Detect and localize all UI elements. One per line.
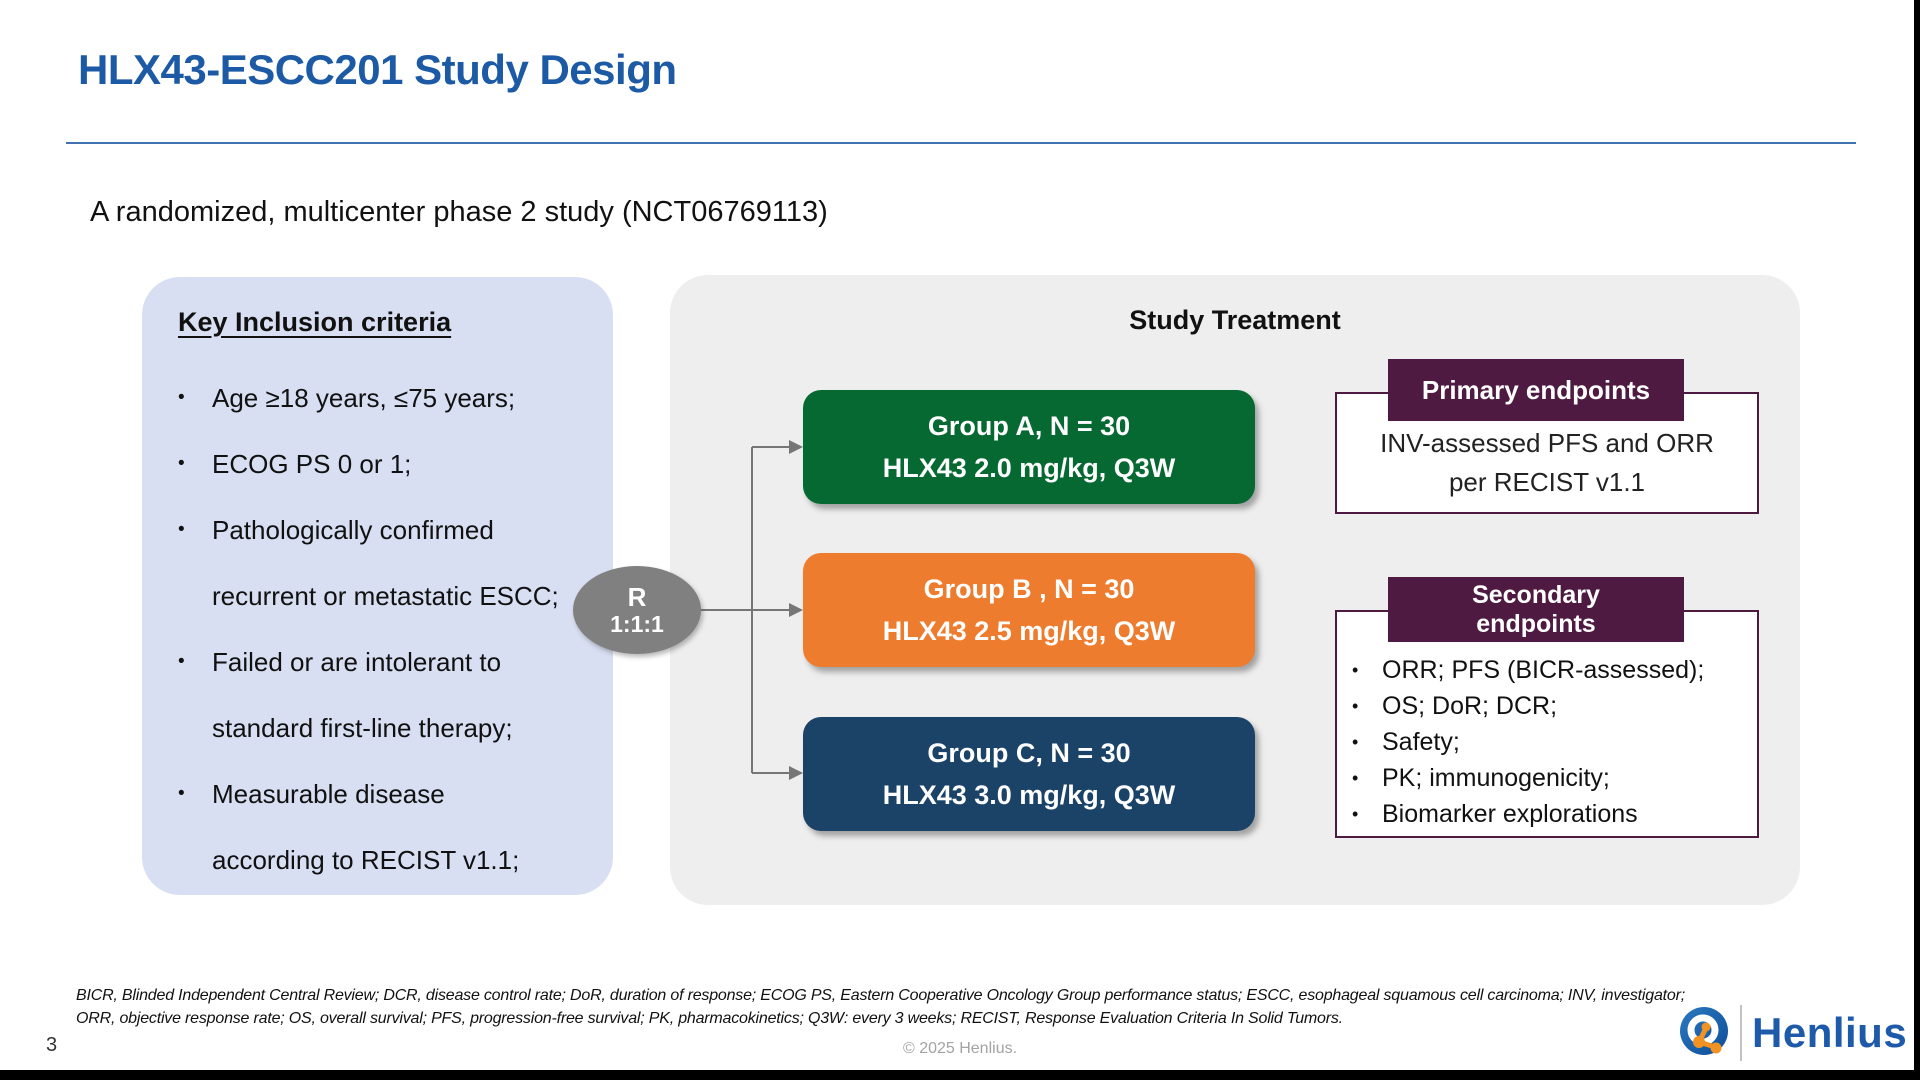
secondary-endpoint-text: PK; immunogenicity; bbox=[1382, 763, 1610, 792]
group-b-box: Group B , N = 30 HLX43 2.5 mg/kg, Q3W bbox=[803, 553, 1255, 667]
bullet-icon: • bbox=[1352, 767, 1359, 788]
group-a-title: Group A, N = 30 bbox=[927, 411, 1131, 441]
list-item-continuation: •recurrent or metastatic ESCC; bbox=[178, 563, 605, 629]
inclusion-text: ECOG PS 0 or 1; bbox=[212, 448, 412, 479]
bullet-icon: • bbox=[178, 783, 185, 804]
randomization-badge: R 1:1:1 bbox=[573, 566, 701, 654]
secondary-endpoints-header: Secondary endpoints bbox=[1388, 577, 1684, 642]
logo-divider bbox=[1740, 1005, 1742, 1061]
inclusion-text: standard first-line therapy; bbox=[212, 712, 513, 743]
footnote-line2: ORR, objective response rate; OS, overal… bbox=[76, 1010, 1343, 1027]
bullet-icon: • bbox=[178, 519, 185, 540]
group-a-dose: HLX43 2.0 mg/kg, Q3W bbox=[882, 453, 1176, 483]
window-edge-bottom bbox=[0, 1070, 1920, 1080]
inclusion-text: recurrent or metastatic ESCC; bbox=[212, 580, 559, 611]
randomization-ratio: 1:1:1 bbox=[610, 611, 664, 637]
key-inclusion-panel: Key Inclusion criteria • Age ≥18 years, ≤… bbox=[142, 277, 613, 895]
secondary-endpoint-text: Safety; bbox=[1382, 727, 1460, 756]
primary-endpoints-header: Primary endpoints bbox=[1388, 359, 1684, 421]
inclusion-heading: Key Inclusion criteria bbox=[178, 307, 452, 337]
list-item-continuation: •according to RECIST v1.1; bbox=[178, 827, 605, 893]
inclusion-text: Pathologically confirmed bbox=[212, 514, 494, 545]
list-item: • Age ≥18 years, ≤75 years; bbox=[178, 365, 605, 431]
secondary-endpoints-list: • ORR; PFS (BICR-assessed); • OS; DoR; DCR… bbox=[1352, 652, 1752, 832]
bullet-icon: • bbox=[1352, 695, 1359, 716]
group-b-title: Group B , N = 30 bbox=[923, 574, 1135, 604]
title-divider bbox=[66, 142, 1856, 144]
treatment-heading: Study Treatment bbox=[1129, 305, 1341, 335]
group-c-title: Group C, N = 30 bbox=[927, 738, 1131, 768]
list-item: • ORR; PFS (BICR-assessed); bbox=[1352, 652, 1752, 688]
primary-endpoints-line2: per RECIST v1.1 bbox=[1448, 467, 1646, 497]
list-item: • Pathologically confirmed bbox=[178, 497, 605, 563]
inclusion-text: Failed or are intolerant to bbox=[212, 646, 502, 677]
primary-endpoints-text: INV-assessed PFS and ORR per RECIST v1.1 bbox=[1335, 424, 1759, 502]
henlius-logo-icon bbox=[1680, 1007, 1728, 1055]
list-item: • PK; immunogenicity; bbox=[1352, 760, 1752, 796]
secondary-endpoints-label-line1: Secondary bbox=[1472, 580, 1600, 609]
study-subtitle: A randomized, multicenter phase 2 study … bbox=[90, 196, 828, 228]
primary-endpoints-label: Primary endpoints bbox=[1421, 374, 1651, 405]
bullet-icon: • bbox=[178, 651, 185, 672]
list-item: • Biomarker explorations bbox=[1352, 796, 1752, 832]
secondary-endpoint-text: ORR; PFS (BICR-assessed); bbox=[1382, 655, 1705, 684]
page-number: 3 bbox=[46, 1034, 58, 1056]
bullet-icon: • bbox=[178, 387, 185, 408]
list-item: • Measurable disease bbox=[178, 761, 605, 827]
inclusion-list: • Age ≥18 years, ≤75 years; • ECOG PS 0 or… bbox=[178, 365, 605, 893]
window-edge-right bbox=[1914, 0, 1920, 1080]
page-title: HLX43-ESCC201 Study Design bbox=[78, 46, 677, 93]
group-c-dose: HLX43 3.0 mg/kg, Q3W bbox=[882, 780, 1176, 810]
inclusion-text: Measurable disease bbox=[212, 778, 445, 809]
group-a-box: Group A, N = 30 HLX43 2.0 mg/kg, Q3W bbox=[803, 390, 1255, 504]
primary-endpoints-line1: INV-assessed PFS and ORR bbox=[1380, 428, 1714, 458]
randomization-r: R bbox=[627, 582, 647, 612]
brand-name: Henlius bbox=[1752, 1009, 1908, 1056]
bullet-icon: • bbox=[1352, 803, 1359, 824]
secondary-endpoints-label-line2: endpoints bbox=[1476, 609, 1596, 638]
list-item-continuation: •standard first-line therapy; bbox=[178, 695, 605, 761]
henlius-logo: Henlius bbox=[1678, 1004, 1907, 1062]
copyright-text: © 2025 Henlius. bbox=[902, 1040, 1018, 1057]
list-item: • OS; DoR; DCR; bbox=[1352, 688, 1752, 724]
list-item: • Failed or are intolerant to bbox=[178, 629, 605, 695]
inclusion-text: according to RECIST v1.1; bbox=[212, 844, 520, 875]
bullet-icon: • bbox=[1352, 731, 1359, 752]
inclusion-text: Age ≥18 years, ≤75 years; bbox=[212, 382, 516, 413]
bullet-icon: • bbox=[178, 453, 185, 474]
group-b-dose: HLX43 2.5 mg/kg, Q3W bbox=[882, 616, 1176, 646]
footnote-line1: BICR, Blinded Independent Central Review… bbox=[76, 987, 1685, 1004]
group-c-box: Group C, N = 30 HLX43 3.0 mg/kg, Q3W bbox=[803, 717, 1255, 831]
list-item: • ECOG PS 0 or 1; bbox=[178, 431, 605, 497]
secondary-endpoint-text: Biomarker explorations bbox=[1382, 799, 1638, 828]
secondary-endpoints-box bbox=[1335, 610, 1759, 838]
bullet-icon: • bbox=[1352, 659, 1359, 680]
secondary-endpoint-text: OS; DoR; DCR; bbox=[1382, 691, 1558, 720]
list-item: • Safety; bbox=[1352, 724, 1752, 760]
abbreviations-footnote: BICR, Blinded Independent Central Review… bbox=[76, 984, 1685, 1030]
